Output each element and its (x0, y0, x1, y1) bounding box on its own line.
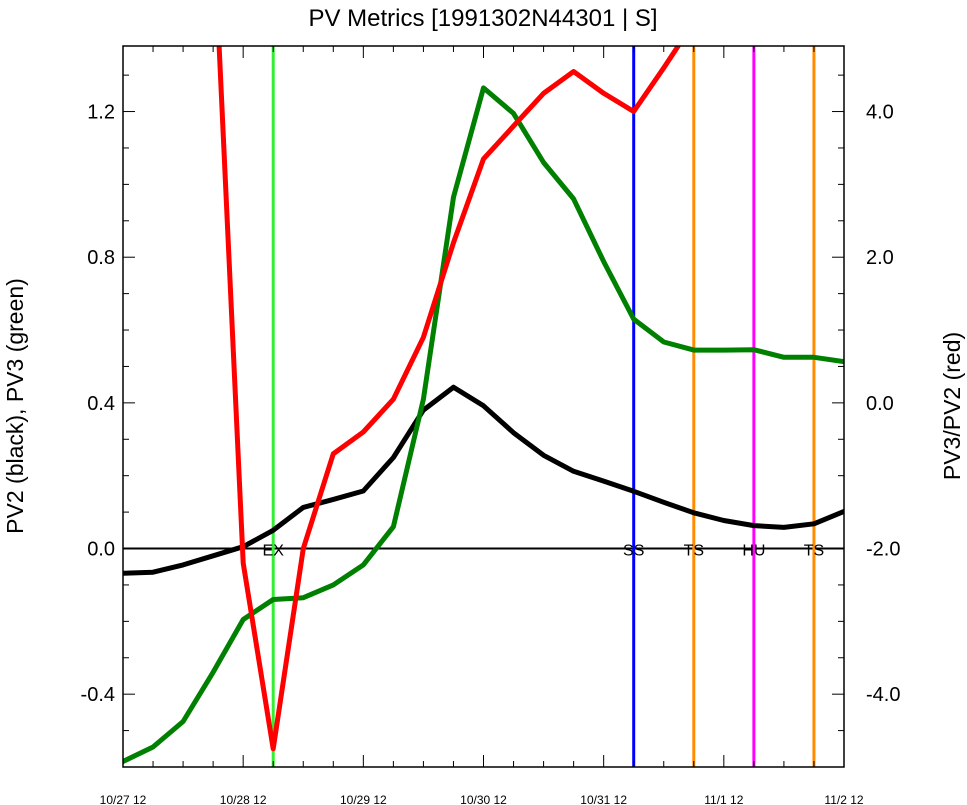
series-pv3-pv2-line (216, 46, 681, 752)
series-pv3-line (123, 85, 844, 764)
right-y-tick-label: 0.0 (866, 393, 894, 415)
right-y-tick-label: 4.0 (866, 102, 894, 124)
x-tick-label: 10/30 12 (460, 793, 507, 805)
right-y-axis-label: PV3/PV2 (red) (939, 332, 965, 480)
x-tick-label: 11/1 12 (704, 793, 743, 805)
event-marker-ss-label: SS (623, 543, 644, 560)
x-tick-label: 10/31 12 (580, 793, 627, 805)
left-y-tick-label: -0.4 (81, 684, 115, 706)
event-marker-hu-label: HU (742, 543, 765, 560)
right-y-tick-label: -2.0 (866, 539, 900, 561)
left-y-tick-label: 0.0 (87, 539, 115, 561)
event-marker-ts-label: TS (804, 543, 824, 560)
left-y-axis-label: PV2 (black), PV3 (green) (2, 278, 28, 534)
right-y-tick-label: 2.0 (866, 247, 894, 269)
x-tick-label: 11/2 12 (824, 793, 863, 805)
x-tick-label: 10/27 12 (100, 793, 147, 805)
x-tick-label: 10/28 12 (220, 793, 267, 805)
event-marker-labels-layer: EX SS TS HU TS (263, 543, 825, 560)
axes-layer: 10/27 12 10/28 12 10/29 12 10/30 12 10/31 12… (81, 45, 900, 805)
left-y-tick-label: 0.8 (87, 247, 115, 269)
event-marker-ts-label: TS (684, 543, 704, 560)
left-y-tick-label: 0.4 (87, 393, 115, 415)
x-tick-label: 10/29 12 (340, 793, 387, 805)
right-y-tick-label: -4.0 (866, 684, 900, 706)
series-layer (123, 46, 844, 764)
event-markers-layer (271, 46, 816, 767)
chart-title: PV Metrics [1991302N44301 | S] (308, 5, 657, 32)
event-marker-ex-label: EX (263, 543, 285, 560)
left-y-tick-label: 1.2 (87, 102, 115, 124)
series-pv2-line (123, 384, 844, 576)
